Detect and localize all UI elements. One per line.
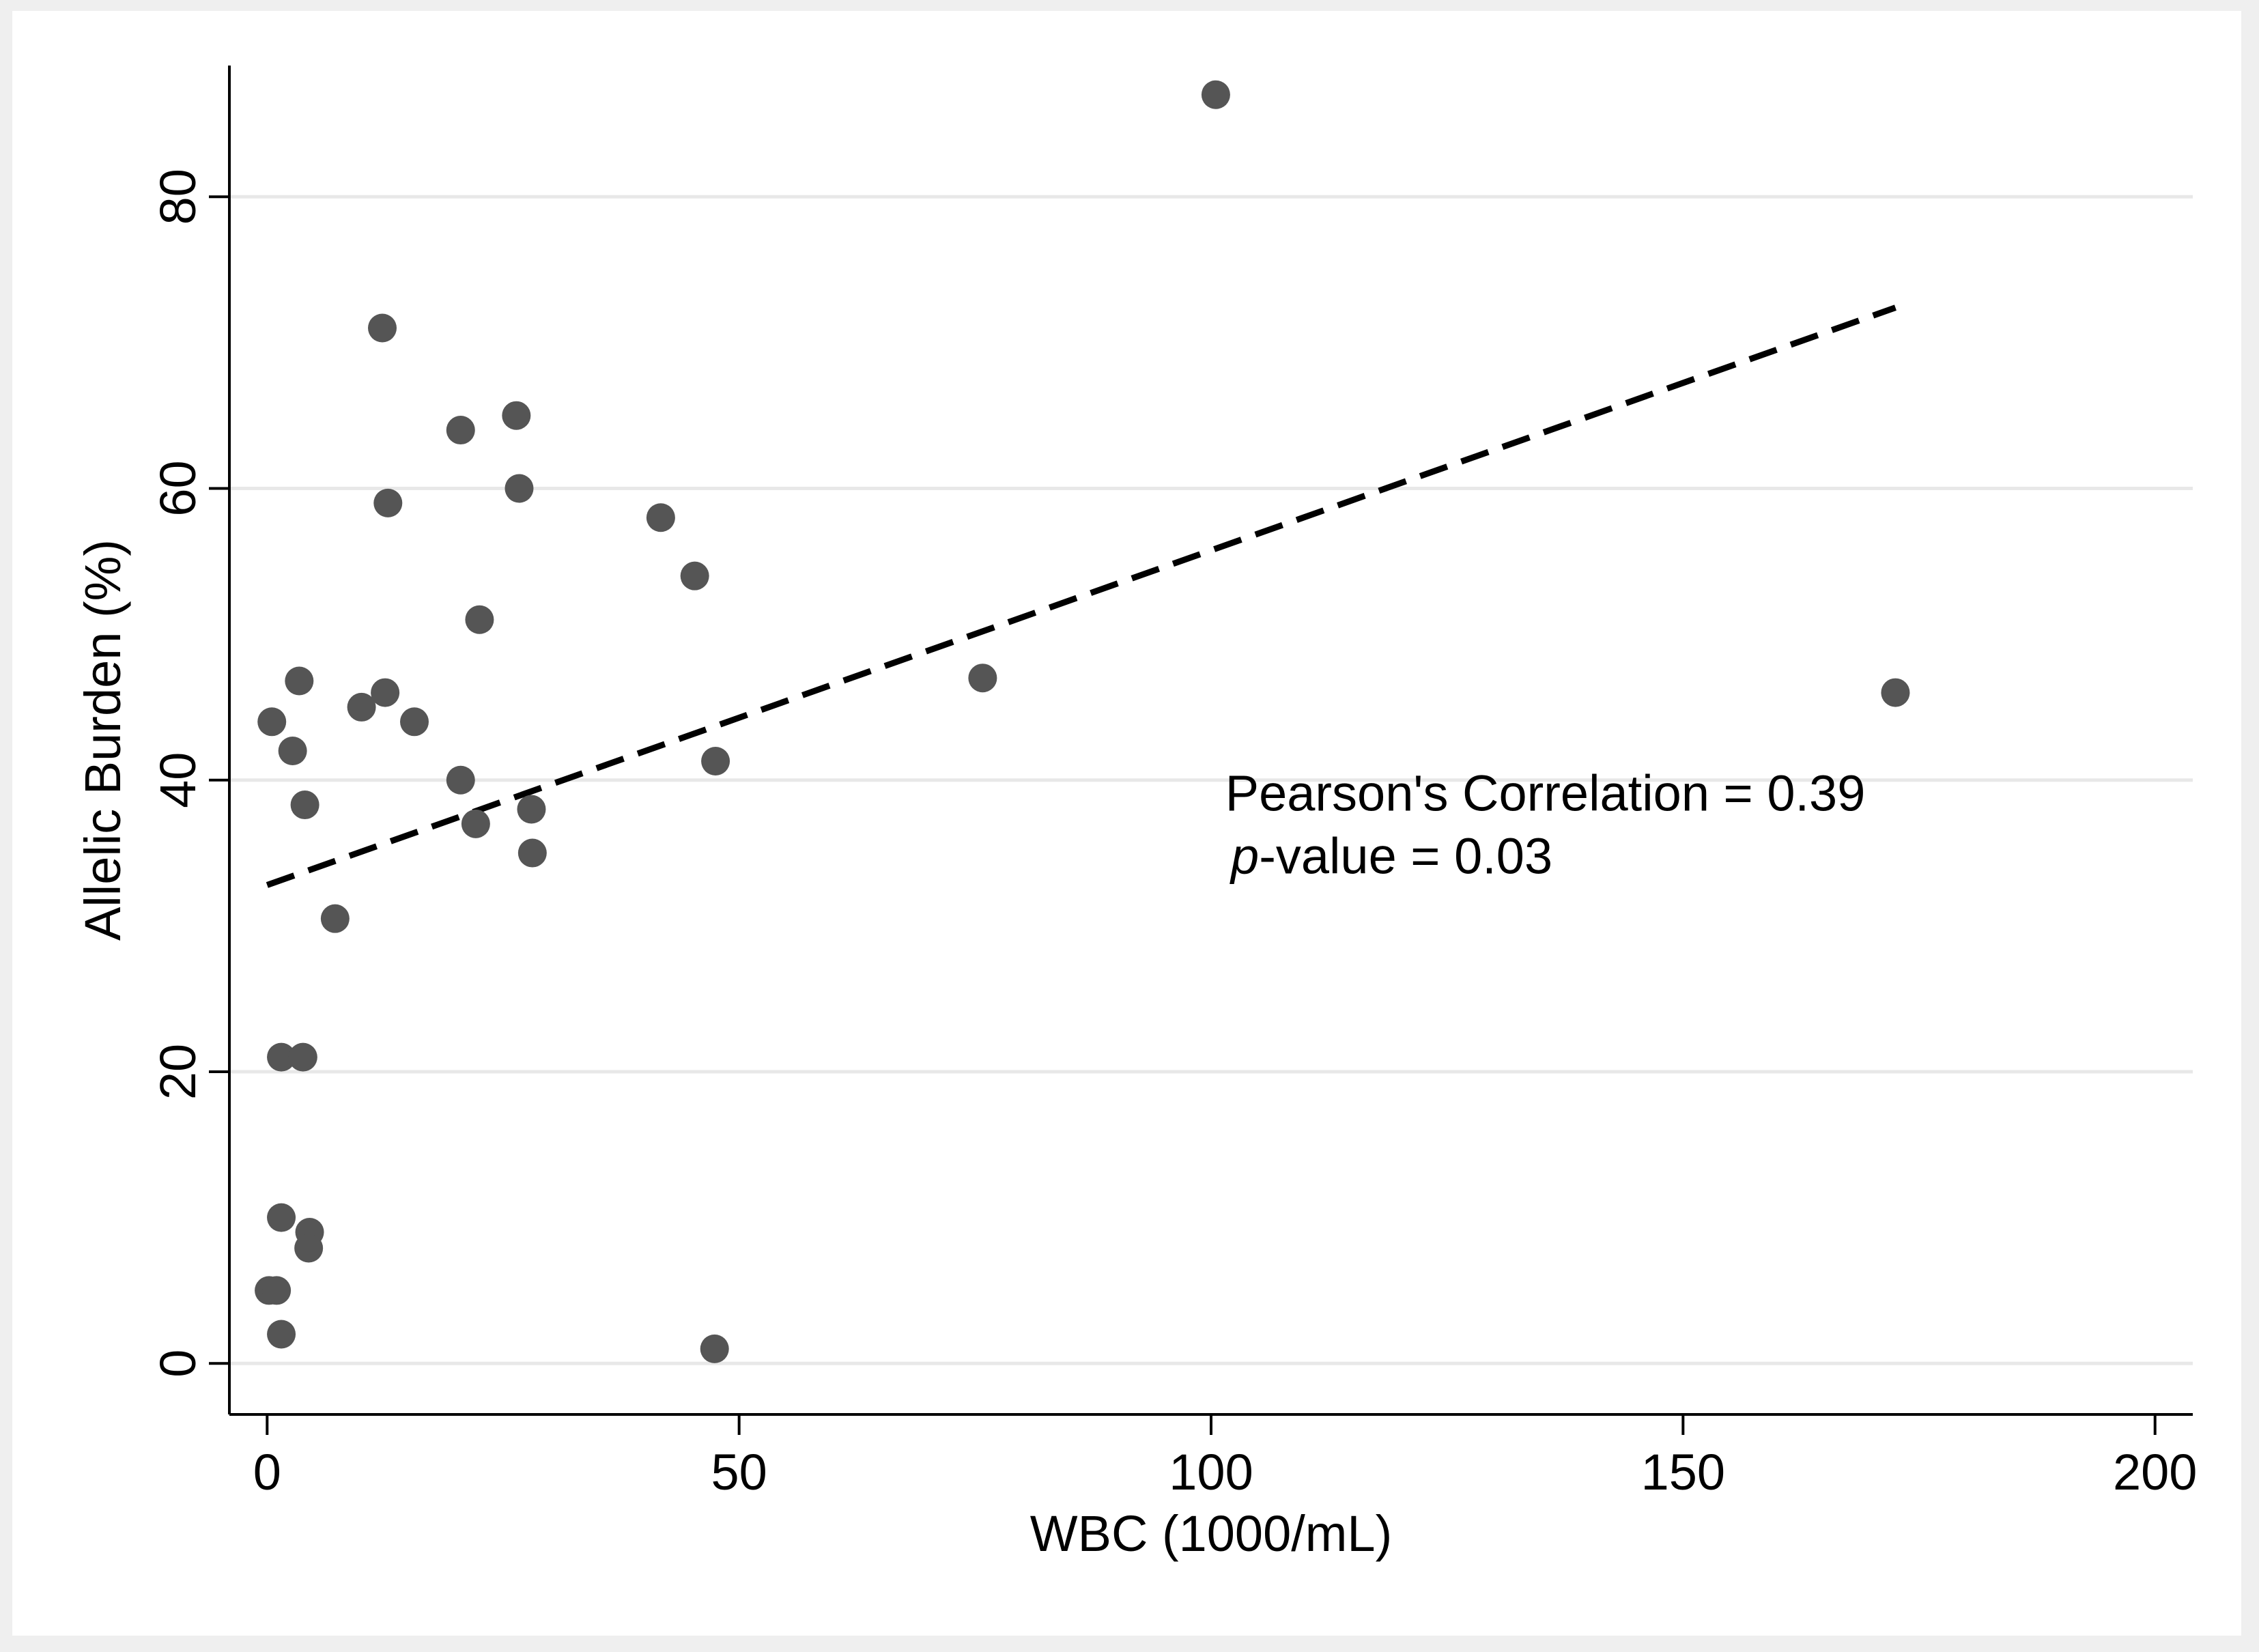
data-point: [502, 401, 531, 430]
x-ticks: 0 50 100 150 200: [253, 1414, 2197, 1500]
data-point: [278, 737, 307, 766]
y-tick-label: 40: [150, 752, 206, 808]
data-point: [267, 1203, 296, 1232]
data-point: [646, 503, 675, 532]
data-point: [517, 795, 546, 824]
data-point: [290, 791, 319, 820]
y-tick-label: 0: [150, 1350, 206, 1378]
data-point: [1201, 80, 1230, 109]
data-point: [347, 692, 376, 722]
data-point: [367, 313, 397, 343]
scatter-plot: 0 50 100 150 200 0 20 40 60 80 WBC (1000/mL) All…: [74, 66, 2197, 1562]
axes: [228, 66, 2193, 1416]
data-point: [267, 1042, 296, 1072]
x-tick-label: 200: [2113, 1444, 2197, 1500]
data-point: [400, 707, 429, 737]
y-tick-label: 60: [150, 460, 206, 516]
data-point: [446, 765, 475, 795]
regression-fit-line: [266, 304, 1896, 888]
data-point: [701, 746, 730, 775]
data-point: [1881, 678, 1910, 707]
data-point: [465, 605, 494, 634]
data-point: [371, 678, 400, 707]
data-point: [257, 707, 287, 737]
data-point: [285, 666, 314, 696]
data-point: [262, 1276, 292, 1305]
data-point: [446, 416, 475, 445]
data-point: [680, 561, 709, 590]
data-point: [968, 664, 997, 693]
y-tick-label: 20: [150, 1044, 206, 1100]
p-value-annotation: p-value = 0.03: [1230, 827, 1552, 884]
data-point: [288, 1042, 317, 1072]
data-point: [267, 1320, 296, 1349]
chart-frame: 0 50 100 150 200 0 20 40 60 80 WBC (1000/mL) All…: [12, 11, 2241, 1636]
x-tick-label: 100: [1169, 1444, 1253, 1500]
x-tick-label: 50: [711, 1444, 767, 1500]
data-point: [700, 1334, 729, 1363]
x-axis-title: WBC (1000/mL): [1030, 1505, 1392, 1562]
data-point: [373, 488, 403, 517]
correlation-annotation: Pearson's Correlation = 0.39: [1225, 765, 1866, 822]
p-value-rest: -value = 0.03: [1259, 827, 1552, 884]
p-italic: p: [1230, 827, 1259, 884]
x-tick-label: 150: [1641, 1444, 1725, 1500]
data-point: [320, 904, 350, 933]
data-point: [294, 1234, 324, 1263]
x-tick-label: 0: [253, 1444, 281, 1500]
gridlines: [229, 195, 2193, 1365]
data-points: [255, 80, 1910, 1363]
data-point: [461, 809, 490, 838]
data-point: [505, 474, 534, 503]
y-axis-title: Allelic Burden (%): [74, 539, 131, 941]
data-point: [517, 838, 547, 868]
y-ticks: 0 20 40 60 80: [150, 169, 229, 1378]
y-tick-label: 80: [150, 169, 206, 225]
